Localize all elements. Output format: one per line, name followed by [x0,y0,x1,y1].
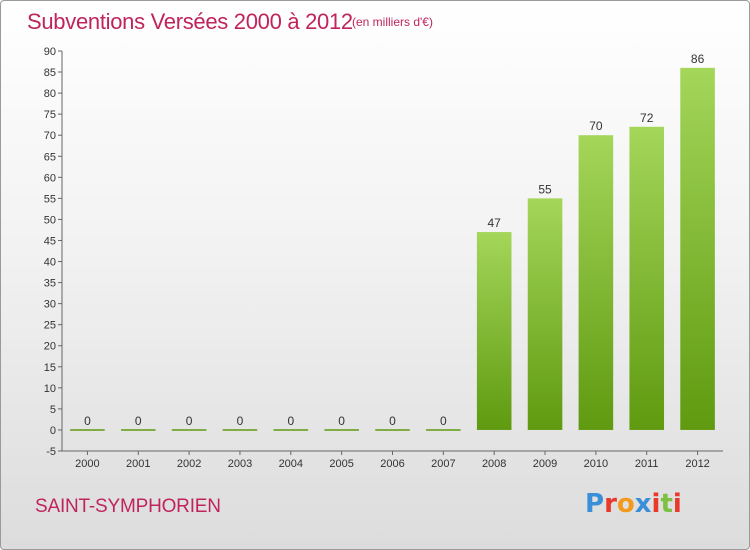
x-tick-label: 2004 [279,458,303,470]
commune-name: SAINT-SYMPHORIEN [35,496,221,517]
y-tick-label: 45 [44,235,56,247]
y-tick-label: 35 [44,278,56,290]
bar [527,198,563,430]
y-tick-label: 5 [50,404,56,416]
x-tick-label: 2007 [431,458,455,470]
brand-letter: i [672,489,682,519]
y-tick-label: 10 [44,383,56,395]
bar-value-label: 0 [186,414,193,428]
y-tick-label: 90 [44,46,56,58]
y-tick-label: 15 [44,362,56,374]
brand-letter: t [660,489,673,519]
x-tick-label: 2002 [177,458,201,470]
bar-value-label: 0 [287,414,294,428]
y-tick-label: 20 [44,341,56,353]
y-tick-label: 25 [44,320,56,332]
brand-letter: o [616,489,635,519]
y-tick-label: 55 [44,193,56,205]
bars [70,67,715,431]
x-tick-label: 2011 [635,458,659,470]
bar-value-label: 0 [135,414,142,428]
y-tick-label: 0 [50,425,56,437]
bar [629,126,665,430]
bar [578,135,614,430]
y-tick-label: 70 [44,130,56,142]
proxiti-logo[interactable]: Proxiti [585,489,682,519]
bar [476,232,512,430]
x-tick-label: 2005 [329,458,353,470]
bar-value-label: 0 [84,414,91,428]
y-tick-label: 50 [44,214,56,226]
x-tick-label: 2010 [584,458,608,470]
bar-value-label: 0 [338,414,345,428]
y-tick-label: 75 [44,109,56,121]
bar-value-label: 70 [589,119,603,133]
brand-letter: P [585,489,605,519]
y-tick-label: 65 [44,151,56,163]
y-axis: -5 0 5 10 15 20 25 30 35 40 45 50 55 60 65 70 75 80 85 90 [44,46,63,458]
x-axis: 2000 2001 2002 2003 2004 2005 2006 2007 2008 2009… [62,450,723,470]
y-tick-label: 80 [44,88,56,100]
bar-value-label: 47 [488,216,502,230]
value-labels: 0 0 0 0 0 0 0 0 47 55 70 72 86 [84,52,704,428]
x-tick-label: 2000 [75,458,99,470]
bar-value-label: 86 [691,52,705,66]
y-tick-label: 30 [44,299,56,311]
x-tick-label: 2003 [228,458,252,470]
y-tick-label: 85 [44,67,56,79]
bar-value-label: 0 [237,414,244,428]
chart-subtitle: (en milliers d'€) [352,15,433,29]
chart-title: Subventions Versées 2000 à 2012 [27,9,353,34]
x-tick-label: 2001 [126,458,150,470]
bar-value-label: 0 [440,414,447,428]
bar-value-label: 55 [538,182,552,196]
bar-value-label: 0 [389,414,396,428]
bar-value-label: 72 [640,111,654,125]
brand-letter: x [634,489,652,519]
brand-letter: i [651,489,661,519]
x-tick-label: 2008 [482,458,506,470]
brand-letter: r [604,489,617,519]
x-tick-label: 2006 [380,458,404,470]
x-tick-label: 2012 [685,458,709,470]
x-tick-label: 2009 [533,458,557,470]
y-tick-label: -5 [46,446,56,458]
bar [680,67,715,430]
y-tick-label: 60 [44,172,56,184]
y-tick-label: 40 [44,257,56,269]
